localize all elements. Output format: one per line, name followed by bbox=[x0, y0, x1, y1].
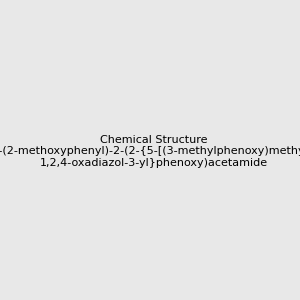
Text: Chemical Structure
N-(2-methoxyphenyl)-2-(2-{5-[(3-methylphenoxy)methyl]-
1,2,4-: Chemical Structure N-(2-methoxyphenyl)-2… bbox=[0, 135, 300, 168]
